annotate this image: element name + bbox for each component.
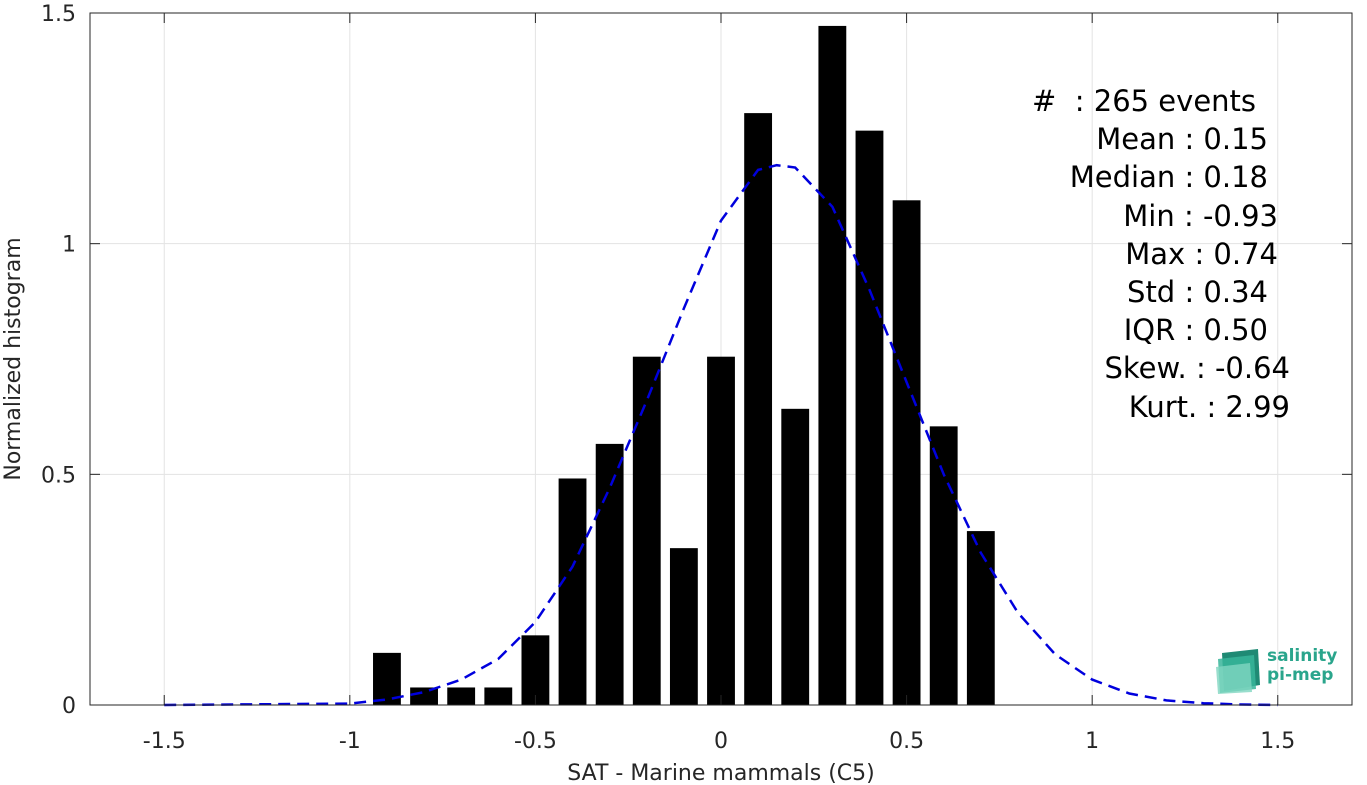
stat-line: Median : 0.18 [1000, 158, 1290, 196]
logo-line-2: pi-mep [1267, 665, 1334, 685]
histogram-bar [892, 200, 921, 705]
stat-value: : 265 events [1074, 84, 1257, 118]
y-tick-label: 1 [62, 233, 76, 258]
salinity-pi-mep-logo [1216, 649, 1260, 694]
stat-line: Skew. : -0.64 [1000, 349, 1290, 387]
gaussian-fit-curve [164, 163, 1278, 707]
histogram-bar [744, 113, 773, 706]
stat-label: IQR [1123, 313, 1185, 348]
stat-value: : 0.18 [1184, 160, 1268, 195]
stat-line: Min : -0.93 [1000, 197, 1290, 235]
x-tick-label: -1.5 [143, 729, 186, 754]
stat-label: Std [1127, 275, 1185, 310]
histogram-bar [855, 130, 884, 705]
stat-label: Mean [1096, 122, 1185, 157]
histogram-bar [558, 478, 587, 705]
x-tick-label: -0.5 [514, 729, 557, 754]
stat-value: : -0.93 [1183, 198, 1278, 233]
x-tick-label: 0.5 [889, 729, 924, 754]
stat-line: Mean : 0.15 [1000, 120, 1290, 158]
y-tick-label: 1.5 [41, 2, 76, 27]
histogram-bar [929, 426, 958, 705]
stat-value: : 0.74 [1194, 236, 1278, 271]
stat-value: : 0.50 [1184, 313, 1268, 348]
stat-label: Max [1125, 236, 1195, 271]
histogram-bar [707, 356, 735, 705]
stat-label: Skew. [1104, 351, 1196, 386]
histogram-bar [373, 652, 401, 705]
histogram-bar [447, 687, 476, 705]
histogram-bar [521, 635, 550, 705]
x-tick-label: 1 [1085, 729, 1099, 754]
stat-value: : 2.99 [1206, 389, 1290, 424]
stat-line: Kurt. : 2.99 [1000, 388, 1290, 426]
histogram-bar [595, 443, 624, 705]
stat-value: : 0.34 [1184, 275, 1268, 310]
x-axis-label: SAT - Marine mammals (C5) [567, 761, 875, 785]
histogram-bar [781, 408, 810, 705]
y-tick-label: 0 [62, 694, 76, 719]
stat-line: IQR : 0.50 [1000, 311, 1290, 349]
histogram-bar [966, 531, 995, 705]
stat-value: : 0.15 [1184, 122, 1268, 157]
stat-label: Kurt. [1128, 389, 1207, 424]
stat-line: Max : 0.74 [1000, 235, 1290, 273]
stat-value: : -0.64 [1195, 351, 1290, 386]
x-tick-label: 1.5 [1260, 729, 1295, 754]
x-tick-label: -1 [339, 729, 361, 754]
stat-line: # : 265 events [1000, 82, 1290, 120]
y-tick-label: 0.5 [41, 463, 76, 488]
logo-line-1: salinity [1267, 646, 1338, 666]
y-axis-label: Normalized histogram [1, 237, 26, 480]
histogram-bar [632, 356, 661, 705]
stat-line: Std : 0.34 [1000, 273, 1290, 311]
histogram-bar [818, 25, 847, 705]
statistics-panel: # : 265 events Mean : 0.15 Median : 0.18 Mi… [1000, 82, 1290, 426]
histogram-bar [484, 687, 513, 705]
stat-label: # [1032, 84, 1075, 118]
stat-label: Min [1123, 198, 1184, 233]
axis-ticks: -1.5 -1 -0.5 0 0.5 1 1.5 0 0.5 1 1.5 [41, 2, 1352, 754]
logo-text: salinity pi-mep [1267, 647, 1337, 685]
histogram-bar [669, 548, 698, 705]
histogram-bars [373, 25, 995, 706]
x-tick-label: 0 [714, 729, 728, 754]
stat-label: Median [1069, 160, 1185, 195]
histogram-bar [410, 687, 438, 705]
